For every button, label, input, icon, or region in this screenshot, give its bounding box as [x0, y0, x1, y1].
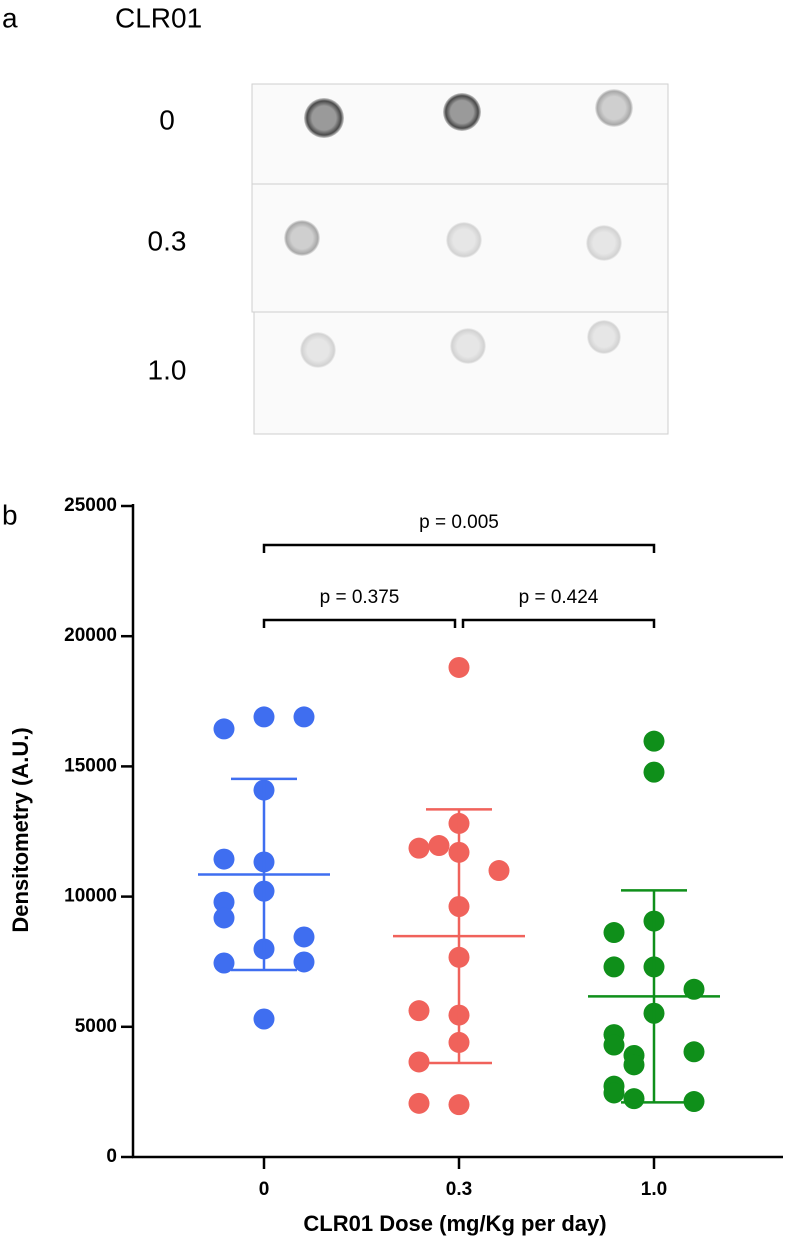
y-tick-label: 15000 — [64, 755, 117, 776]
data-point — [408, 1051, 430, 1073]
x-tick-label: 0 — [259, 1179, 270, 1200]
data-point — [603, 1034, 625, 1056]
data-point — [213, 848, 235, 870]
data-point — [213, 718, 235, 740]
y-axis-title: Densitometry (A.U.) — [8, 727, 33, 932]
y-tick-label: 25000 — [64, 495, 117, 516]
data-point — [683, 1091, 705, 1113]
y-tick-label: 20000 — [64, 625, 117, 646]
data-point — [213, 891, 235, 913]
blot — [251, 83, 669, 435]
blot-header: CLR01 — [115, 2, 202, 33]
data-point — [408, 1092, 430, 1114]
data-point — [428, 835, 450, 857]
p-value: p = 0.375 — [320, 587, 400, 608]
y-tick-label: 10000 — [64, 886, 117, 907]
data-point — [623, 1054, 645, 1076]
data-point — [488, 860, 510, 882]
x-tick-label: 0.3 — [446, 1179, 472, 1200]
data-point — [408, 1000, 430, 1022]
panel-label: b — [2, 499, 18, 530]
y-tick-label: 5000 — [75, 1016, 117, 1037]
data-point — [643, 761, 665, 783]
data-point — [603, 1082, 625, 1104]
row-label: 1.0 — [148, 354, 187, 385]
y-tick-label: 0 — [106, 1146, 117, 1167]
x-tick-label: 1.0 — [641, 1179, 667, 1200]
data-point — [643, 730, 665, 752]
data-point — [408, 837, 430, 859]
data-point — [213, 952, 235, 974]
data-point — [603, 956, 625, 978]
significance-bracket — [461, 618, 656, 628]
data-point — [448, 1094, 470, 1116]
data-point — [683, 1041, 705, 1063]
x-axis-title: CLR01 Dose (mg/Kg per day) — [303, 1211, 606, 1236]
row-label: 0 — [159, 104, 175, 135]
p-value: p = 0.424 — [519, 587, 599, 608]
data-point — [293, 926, 315, 948]
data-point — [603, 922, 625, 944]
significance-bracket — [262, 543, 656, 553]
panel-label: a — [2, 2, 18, 33]
data-point — [448, 656, 470, 678]
data-point — [623, 1088, 645, 1110]
data-point — [683, 978, 705, 1000]
significance-bracket — [262, 618, 457, 628]
data-point — [253, 1008, 275, 1030]
p-value: p = 0.005 — [419, 512, 499, 533]
data-point — [253, 706, 275, 728]
data-point — [293, 706, 315, 728]
data-point — [213, 907, 235, 929]
row-label: 0.3 — [148, 225, 187, 256]
data-point — [293, 951, 315, 973]
